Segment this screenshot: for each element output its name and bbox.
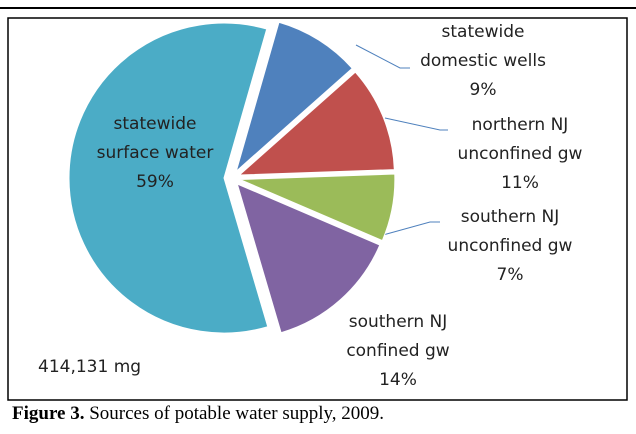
pie-slice — [236, 183, 381, 334]
pie — [68, 21, 396, 334]
value-label: 59% — [136, 172, 174, 192]
category-label: northern NJ unconfined gw — [457, 115, 583, 164]
leader-line — [384, 117, 448, 131]
category-label: statewide surface water — [96, 114, 214, 163]
data-label: southern NJ confined gw 14% — [328, 308, 468, 395]
value-label: 14% — [379, 370, 417, 390]
data-label: southern NJ unconfined gw 7% — [440, 203, 580, 290]
caption: Figure 3. Sources of potable water suppl… — [12, 403, 384, 425]
pie-slice — [235, 21, 353, 173]
data-label: statewide domestic wells 9% — [413, 18, 553, 105]
category-label: southern NJ unconfined gw — [447, 207, 573, 256]
pie-slice — [68, 22, 269, 334]
category-label: southern NJ confined gw — [346, 312, 450, 361]
caption-label: Figure 3. — [12, 403, 85, 424]
data-label: statewide surface water 59% — [90, 110, 220, 197]
data-label: northern NJ unconfined gw 11% — [450, 111, 590, 198]
value-label: 9% — [469, 80, 497, 100]
pie-slice — [238, 71, 395, 176]
leader-line — [355, 44, 410, 69]
value-label: 11% — [501, 173, 539, 193]
category-label: statewide domestic wells — [420, 22, 546, 71]
chart-frame — [7, 17, 628, 401]
caption-text: Sources of potable water supply, 2009. — [89, 403, 385, 424]
value-label: 7% — [496, 265, 524, 285]
leader-line — [382, 221, 440, 236]
annotation: 414,131 mg — [38, 357, 142, 377]
pie-slice — [239, 173, 396, 242]
